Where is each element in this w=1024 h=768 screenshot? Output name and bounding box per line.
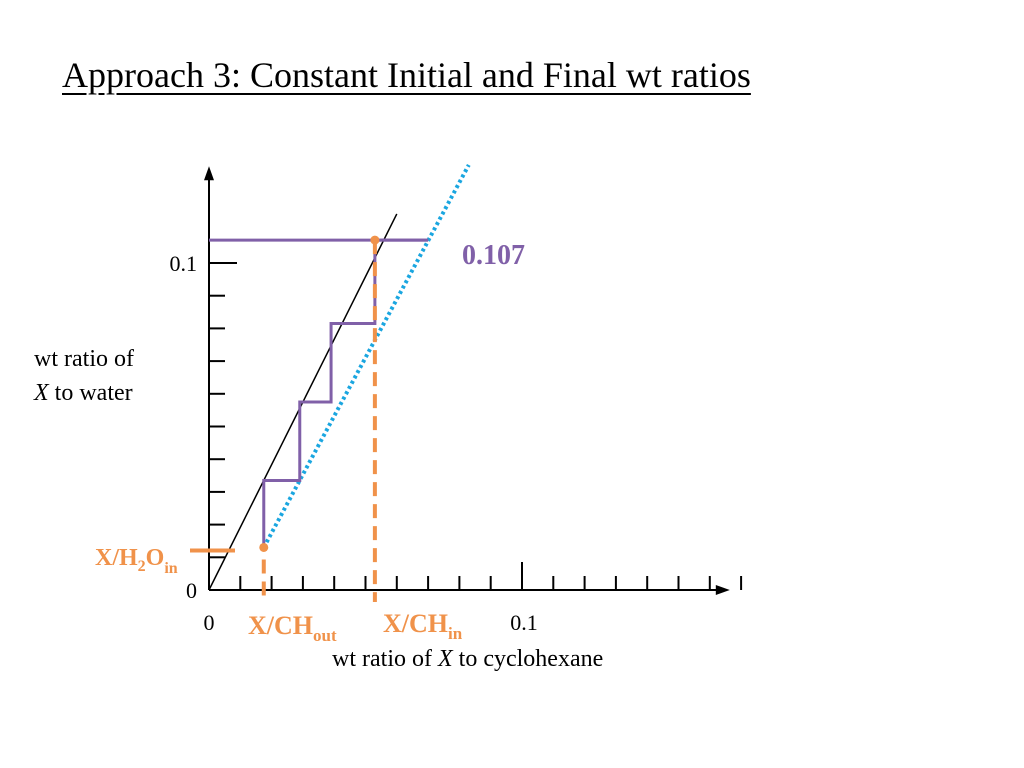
y-tick-label: 0 [186,578,197,603]
x-axis-label: wt ratio of X to cyclohexane [332,646,603,672]
x-out-label: X/CHout [248,611,337,645]
y-axis-arrow-icon [204,166,214,181]
operating-line [262,163,471,549]
slide-title: Approach 3: Constant Initial and Final w… [62,55,751,95]
end-point-dot [370,235,380,245]
x-tick-label: 0 [204,610,215,635]
x-in-label: X/CHin [383,609,463,643]
y-tick-label: 0.1 [170,251,198,276]
final-ratio-label: 0.107 [462,240,525,271]
x-axis-arrow-icon [715,585,730,595]
y-axis-label-line2: X to water [33,380,133,406]
x-tick-label: 0.1 [510,610,538,635]
y-in-label: X/H2Oin [95,545,178,577]
y-axis-label-line1: wt ratio of [34,346,134,372]
start-point-dot [259,542,269,552]
